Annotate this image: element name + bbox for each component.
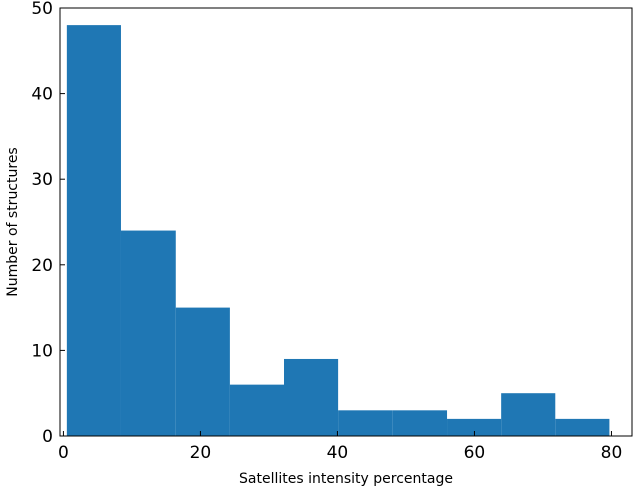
histogram-bar: [66, 25, 121, 437]
histogram-bar: [120, 230, 176, 436]
y-tick-label: 30: [31, 170, 53, 190]
y-tick-label: 0: [42, 427, 53, 447]
bars-group: [66, 25, 610, 437]
histogram-bar: [447, 418, 502, 436]
x-tick-label: 0: [58, 443, 69, 463]
histogram-bar: [338, 410, 393, 436]
histogram-bar: [229, 384, 285, 436]
y-axis-label: Number of structures: [5, 147, 21, 296]
x-tick-label: 60: [464, 443, 486, 463]
x-tick-label: 80: [601, 443, 623, 463]
x-axis-label: Satellites intensity percentage: [239, 471, 453, 487]
histogram-bar: [392, 410, 448, 436]
y-tick-label: 50: [31, 0, 53, 19]
plot-frame: [59, 7, 633, 437]
ticks-group: 0 20 40 60 80 0 10 20 30 40 50: [31, 0, 622, 463]
histogram-bar: [501, 393, 556, 436]
y-tick-label: 20: [31, 256, 53, 276]
histogram-bar: [284, 358, 339, 436]
x-tick-label: 40: [327, 443, 349, 463]
x-tick-label: 20: [190, 443, 212, 463]
histogram-bar: [555, 418, 610, 436]
histogram-bar: [175, 307, 230, 436]
y-tick-label: 10: [31, 341, 53, 361]
y-tick-label: 40: [31, 85, 53, 105]
